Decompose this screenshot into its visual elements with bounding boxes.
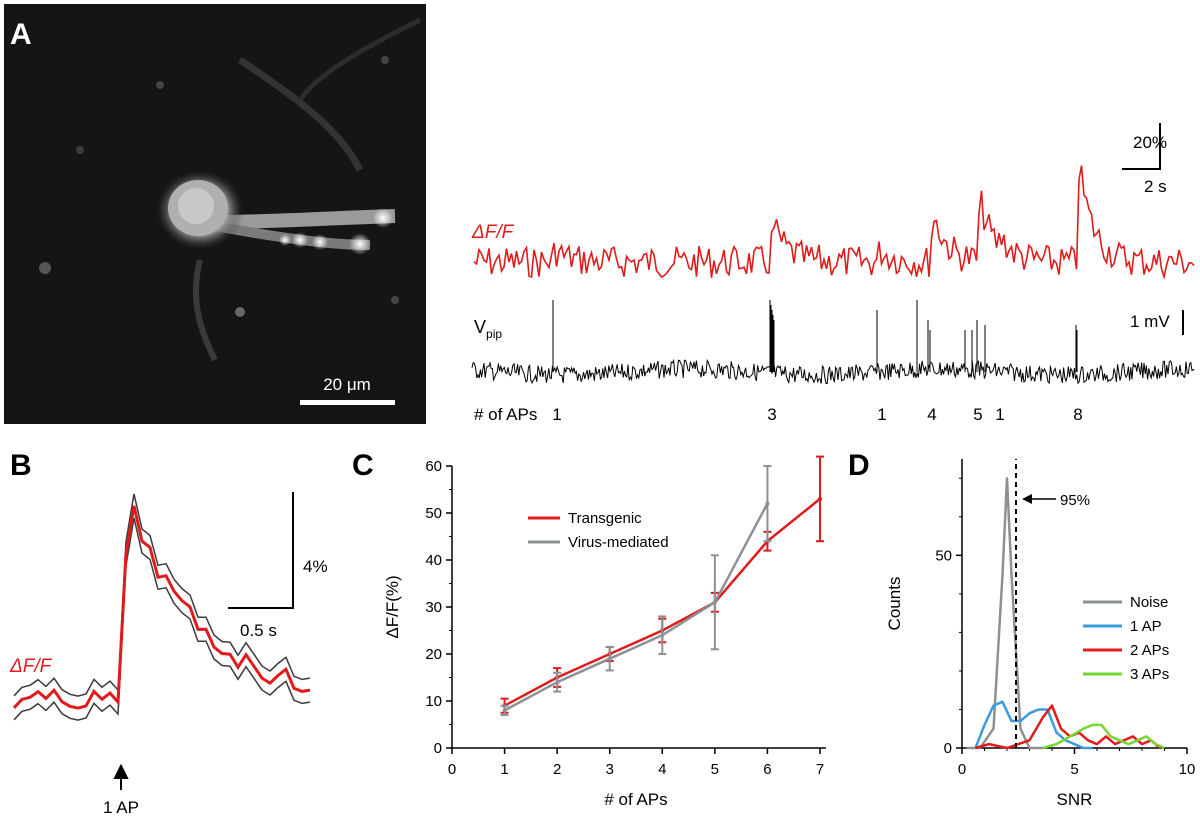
y-tick-label: 0 [434,740,442,757]
y-tick-label: 50 [425,505,442,522]
stim-label: 1 AP [103,798,139,817]
scale-bar-label: 20 μm [323,375,371,394]
ap-count: 8 [1073,405,1082,424]
data-point [765,501,770,506]
x-tick-label: 1 [500,761,508,778]
mean-trace-lower [13,517,311,721]
series-line [975,704,1161,750]
series-line [1042,723,1165,750]
y-tick-label: 30 [425,599,442,616]
scale-pct-b: 4% [303,557,328,576]
y-tick-label: 0 [944,740,952,757]
mean-trace [12,505,311,710]
legend-label: 3 APs [1130,666,1169,683]
ap-row-label: # of APs [474,405,537,424]
y-tick-label: 60 [425,458,442,475]
series-line [974,700,1093,750]
vpip-trace [471,300,1195,385]
chart-c: 0 1 2 3 4 5 6 7 0 10 20 30 40 50 60 # of APs ΔF/F(%) Tran… [383,455,826,809]
x-axis-label: SNR [1057,790,1093,809]
panel-letter-b: B [10,449,32,482]
x-tick-label: 3 [606,761,614,778]
chart-d: 0 5 10 0 50 SNR Counts 95% Noise 1 AP 2 APs 3 APs [885,459,1195,809]
y-tick-label: 50 [935,547,952,564]
legend-label: 2 APs [1130,642,1169,659]
y-tick-label: 40 [425,552,442,569]
micrograph [4,4,426,424]
dff-trace [473,165,1195,280]
x-tick-label: 6 [763,761,771,778]
legend-label: Virus-mediated [568,534,669,551]
series-line [504,503,769,712]
panel-letter-a: A [10,18,32,51]
data-point [502,708,507,713]
scale-mv-label: 1 mV [1130,312,1170,331]
legend-label: Noise [1130,594,1168,611]
y-tick-label: 20 [425,646,442,663]
y-tick-label: 10 [425,693,442,710]
scale-time-a: 2 s [1144,177,1167,196]
stimulus-arrow [113,763,129,790]
dff-label-b: ΔF/F [9,656,53,677]
data-point [555,680,560,685]
x-tick-label: 0 [448,761,456,778]
scale-bar-20um [300,400,395,405]
threshold-label: 95% [1060,492,1090,509]
legend-label: Transgenic [568,510,642,527]
scale-pct-a: 20% [1133,133,1167,152]
ap-count: 4 [927,405,936,424]
ap-count: 5 [973,405,982,424]
ap-count: 1 [877,405,886,424]
vpip-label: Vpip [474,317,502,341]
legend-label: 1 AP [1130,618,1162,635]
y-axis-label: Counts [885,577,904,631]
x-tick-label: 0 [958,761,966,778]
x-axis-label: # of APs [604,790,667,809]
scale-time-b: 0.5 s [240,621,277,640]
ap-count: 1 [552,405,561,424]
panel-letter-d: D [848,449,870,482]
ap-count: 1 [995,405,1004,424]
data-point [818,496,822,501]
series-line [504,497,821,707]
mean-trace-upper [13,493,311,697]
panel-letter-c: C [352,449,374,482]
data-point [660,633,665,638]
x-tick-label: 5 [711,761,719,778]
scale-bar-b [228,492,294,609]
ap-count: 3 [767,405,776,424]
data-point [607,656,612,661]
scale-bar-a [1122,123,1161,170]
x-tick-label: 2 [553,761,561,778]
data-point [712,600,717,605]
dff-label: ΔF/F [471,222,515,243]
x-tick-label: 7 [816,761,824,778]
y-axis-label: ΔF/F(%) [383,575,402,638]
x-tick-label: 5 [1070,761,1078,778]
x-tick-label: 10 [1179,761,1196,778]
threshold-arrowhead [1022,494,1032,504]
x-tick-label: 4 [658,761,666,778]
